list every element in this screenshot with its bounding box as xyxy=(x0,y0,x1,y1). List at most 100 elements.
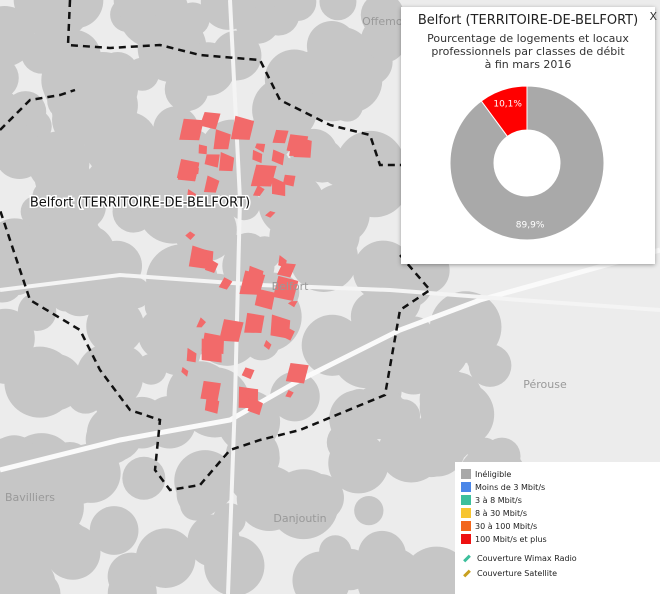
coverage-blob xyxy=(99,345,147,393)
fibre-patch xyxy=(186,347,197,363)
coverage-blob xyxy=(204,535,265,594)
fibre-patch xyxy=(241,389,254,399)
fibre-patch xyxy=(219,319,244,342)
fibre-patch xyxy=(252,185,265,197)
fibre-patch xyxy=(204,258,219,274)
legend-label: 30 à 100 Mbit/s xyxy=(475,521,538,531)
coverage-blob xyxy=(86,297,145,356)
coverage-blob xyxy=(45,0,83,35)
fibre-patch xyxy=(272,177,286,197)
coverage-area xyxy=(0,0,527,594)
legend-label: 100 Mbit/s et plus xyxy=(475,534,547,544)
fibre-patch xyxy=(285,363,309,384)
coverage-blob xyxy=(113,0,162,24)
coverage-blob xyxy=(89,506,139,555)
coverage-blob xyxy=(301,314,363,376)
coverage-blob xyxy=(0,261,24,303)
coverage-blob xyxy=(268,469,339,540)
fibre-patch xyxy=(186,189,197,202)
coverage-blob xyxy=(316,47,383,114)
fibre-patch xyxy=(200,380,221,401)
coverage-blob xyxy=(405,566,442,594)
popup-title: Belfort (TERRITOIRE-DE-BELFORT) xyxy=(417,13,639,28)
popup: X Belfort (TERRITOIRE-DE-BELFORT) Pource… xyxy=(401,7,657,264)
legend-swatch xyxy=(461,521,471,531)
coverage-blob xyxy=(244,117,278,151)
coverage-blob xyxy=(4,346,76,418)
legend-swatch xyxy=(461,508,471,518)
legend-item: Inéligible xyxy=(461,469,511,479)
donut-slice xyxy=(449,85,605,241)
coverage-blob xyxy=(289,223,358,292)
fibre-patch xyxy=(263,340,272,350)
legend-swatch xyxy=(461,469,471,479)
fibre-patch xyxy=(282,174,296,187)
legend-item: 8 à 30 Mbit/s xyxy=(461,508,527,518)
subtitle-line: à fin mars 2016 xyxy=(484,58,572,71)
coverage-blob xyxy=(335,130,405,200)
fibre-patch xyxy=(255,143,266,153)
close-button[interactable]: X xyxy=(649,10,657,23)
fibre-patch xyxy=(244,312,265,333)
coverage-blob xyxy=(467,437,501,470)
coverage-blob xyxy=(328,433,389,494)
coverage-blob xyxy=(200,0,257,30)
coverage-blob xyxy=(381,257,433,309)
fibre-patch xyxy=(285,390,294,398)
coverage-blob xyxy=(419,377,480,438)
legend-label: Inéligible xyxy=(475,469,512,479)
subtitle-line: professionnels par classes de débit xyxy=(431,45,625,58)
fibre-patch xyxy=(196,317,206,328)
fibre-patch xyxy=(239,270,266,295)
fibre-patch xyxy=(273,275,299,301)
coverage-blob xyxy=(0,109,29,163)
coverage-blob xyxy=(229,455,276,503)
legend-label: 8 à 30 Mbit/s xyxy=(475,508,528,518)
fibre-patch xyxy=(188,245,210,269)
coverage-blob xyxy=(171,272,228,329)
coverage-blob xyxy=(270,371,320,422)
fibre-patch xyxy=(286,134,309,155)
map-label: Belfort (TERRITOIRE-DE-BELFORT) xyxy=(30,196,250,211)
popup-subtitle: Pourcentage de logements et locaux profes… xyxy=(401,32,655,71)
fibre-patch xyxy=(181,367,189,377)
road xyxy=(0,272,660,312)
coverage-blob xyxy=(319,0,357,21)
fibre-patch xyxy=(201,338,222,363)
fibre-patch xyxy=(250,164,277,187)
coverage-blob xyxy=(176,2,210,36)
legend-item: 30 à 100 Mbit/s xyxy=(461,521,537,531)
coverage-blob xyxy=(138,307,191,361)
fibre-patch xyxy=(247,397,263,416)
map-label: Bavilliers xyxy=(5,491,55,504)
fibre-patch xyxy=(287,301,298,308)
fibre-areas xyxy=(176,112,312,416)
subtitle-line: Pourcentage de logements et locaux xyxy=(427,32,629,45)
fibre-patch xyxy=(213,129,231,150)
coverage-blob xyxy=(181,42,235,96)
fibre-patch xyxy=(218,277,233,290)
boundary xyxy=(0,0,432,492)
coverage-blob xyxy=(0,560,20,594)
coverage-blob xyxy=(0,435,40,485)
coverage-blob xyxy=(292,551,351,594)
coverage-blob xyxy=(387,399,421,432)
legend-label: Couverture Wimax Radio xyxy=(477,554,577,563)
coverage-blob xyxy=(166,361,234,428)
legend-item: Couverture Satellite xyxy=(463,569,557,578)
coverage-blob xyxy=(0,56,19,100)
coverage-blob xyxy=(144,290,177,322)
value-label: 89,9% xyxy=(516,220,545,230)
coverage-blob xyxy=(34,150,92,207)
legend-item: Couverture Wimax Radio xyxy=(463,554,577,563)
donut-slice xyxy=(480,85,528,138)
coverage-blob xyxy=(102,127,138,164)
legend-item: 3 à 8 Mbit/s xyxy=(461,495,522,505)
fibre-patch xyxy=(230,115,255,140)
fibre-patch xyxy=(271,149,285,166)
coverage-blob xyxy=(51,255,112,316)
map-label: Pérouse xyxy=(523,378,567,391)
coverage-blob xyxy=(51,86,103,137)
legend-label: 3 à 8 Mbit/s xyxy=(475,495,522,505)
